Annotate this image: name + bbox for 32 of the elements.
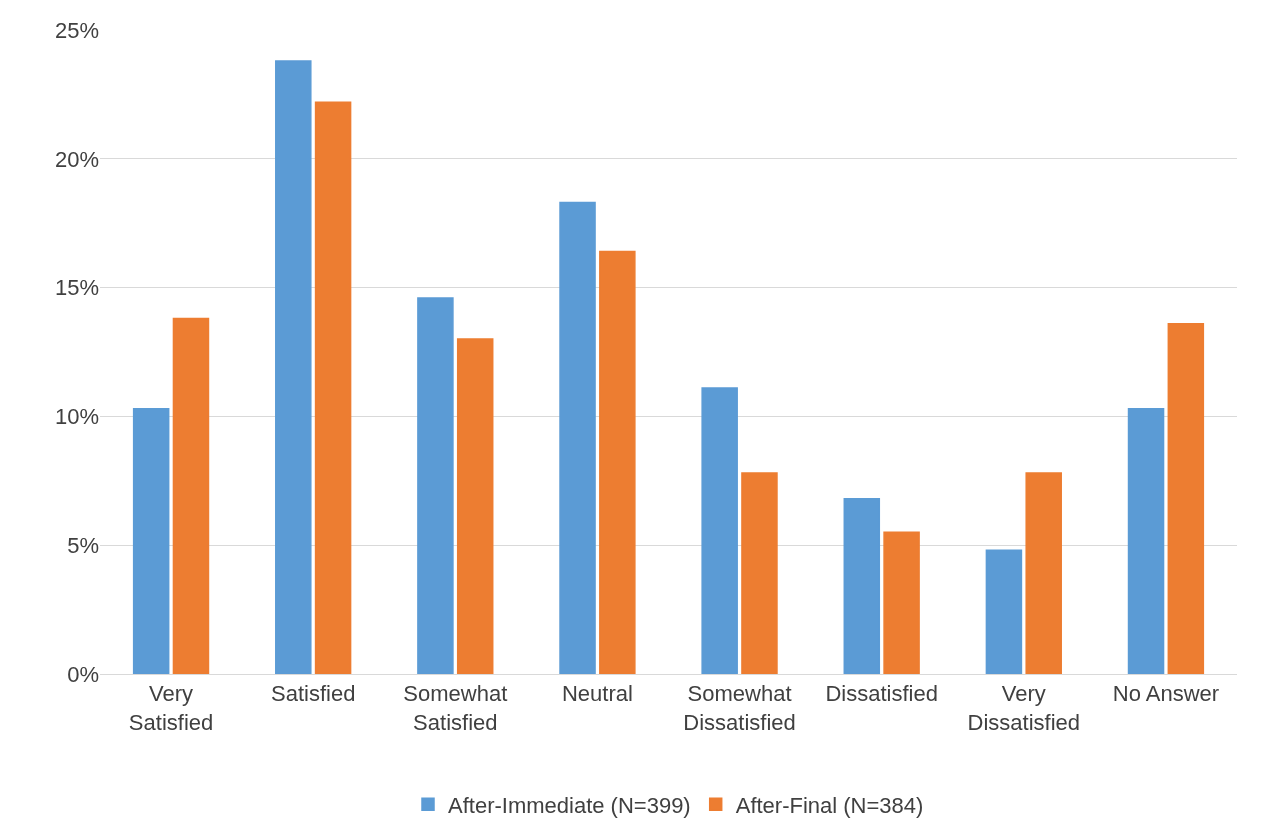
bar (1167, 322, 1205, 674)
bar (701, 387, 738, 674)
legend-label: After-Immediate (N=399) (448, 792, 691, 818)
bar (741, 472, 778, 674)
y-tick-label: 5% (67, 532, 99, 558)
bar (1127, 407, 1165, 674)
x-tick-label: Somewhat Satisfied (403, 681, 508, 735)
x-tick-label: Somewhat Dissatisfied (683, 681, 796, 735)
x-tick-label: Very Dissatisfied (967, 681, 1081, 735)
legend-label: After-Final (N=384) (735, 792, 924, 818)
bar (456, 338, 494, 674)
x-tick-label: Neutral (561, 681, 633, 707)
bar (559, 201, 596, 674)
y-tick-label: 25% (54, 17, 99, 43)
y-tick-label: 15% (54, 275, 99, 301)
y-tick-label: 10% (54, 404, 99, 430)
bar (1025, 472, 1062, 674)
bar (275, 60, 312, 674)
bar (417, 297, 454, 674)
bar (132, 407, 170, 674)
y-tick-label: 20% (54, 146, 99, 172)
x-tick-label: Very Satisfied (128, 681, 214, 735)
bar (843, 498, 881, 674)
bar (172, 317, 210, 674)
bar (985, 549, 1023, 674)
x-tick-label: Dissatisfied (825, 681, 938, 707)
bar (883, 531, 920, 674)
x-tick-label: Satisfied (270, 681, 356, 707)
bar (314, 101, 352, 674)
x-tick-label: No Answer (1112, 681, 1220, 707)
bar (599, 250, 636, 674)
y-tick-label: 0% (67, 661, 99, 687)
